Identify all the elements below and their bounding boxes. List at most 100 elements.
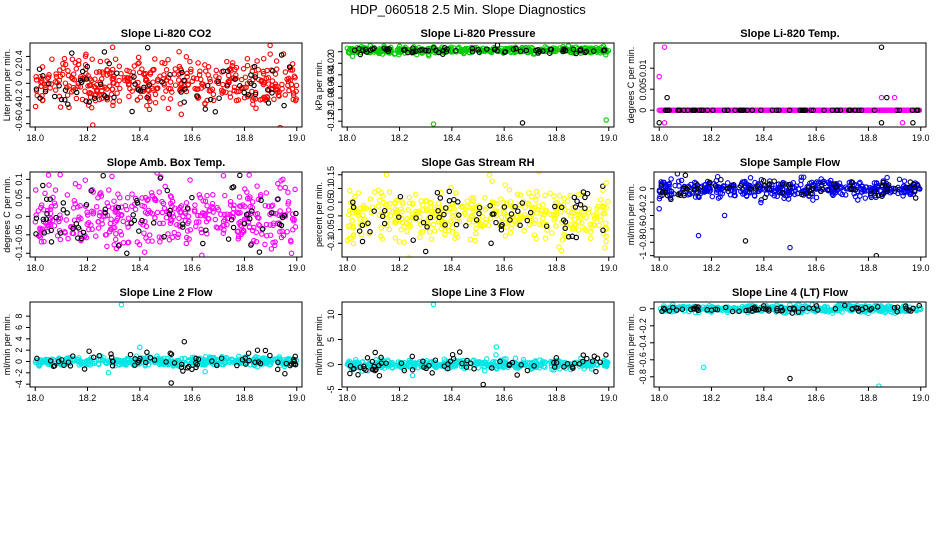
data-point [519,200,526,206]
data-point [378,225,384,231]
plot-frame [653,301,927,388]
data-point [515,208,521,214]
data-point [815,307,821,313]
data-point [490,203,496,209]
data-point [455,199,461,205]
data-point [401,367,408,374]
data-point [668,176,674,182]
data-point [721,107,728,113]
y-tick-label: -0.4 [638,335,648,351]
data-point [731,192,738,199]
x-tick-label: 18.2 [703,133,721,143]
data-point [462,211,468,217]
data-point [229,75,236,81]
data-point [771,178,777,184]
data-point [758,197,765,203]
data-point [691,186,698,193]
data-point [135,54,142,61]
data-point [97,191,103,197]
data-point [736,308,742,315]
data-point [242,74,249,80]
data-point [48,203,55,210]
data-point [146,106,153,113]
data-point [285,207,292,213]
data-point [219,87,225,94]
data-point [195,86,201,92]
panels: Slope Li-820 CO2 Liter ppm per min. 18.0 18… [2,28,930,403]
data-point [360,202,367,209]
data-point [38,83,44,90]
data-point [754,183,761,190]
data-point [132,206,139,213]
data-point [286,75,292,82]
data-point [125,239,131,246]
data-point [237,83,243,89]
x-tick-label: 18.8 [860,263,878,273]
data-point [192,85,198,92]
data-point [202,106,209,112]
data-point [241,89,247,96]
data-point [819,182,825,188]
data-point [547,46,554,53]
data-point [412,361,419,368]
data-point [288,81,295,88]
data-point [880,179,886,186]
data-point [352,193,358,200]
data-point [168,194,175,200]
data-point [207,96,214,103]
data-point [583,227,589,233]
data-point [374,48,381,54]
data-point [44,210,50,217]
data-point [109,76,116,82]
data-point [684,186,690,192]
y-tick-label: 0.05 [14,189,24,207]
data-point [392,200,398,207]
data-point [152,99,159,106]
data-point [413,215,419,221]
data-point [453,190,459,196]
data-point [552,206,559,212]
data-point [501,209,508,216]
data-point [172,82,179,88]
data-point [65,68,71,74]
x-tick-label: 18.0 [650,393,668,403]
data-point [52,187,59,193]
data-point [193,355,199,362]
data-point [369,366,376,373]
data-point [39,78,45,85]
data-point [156,189,162,195]
data-point [167,216,174,222]
data-point [262,347,269,354]
data-point [51,200,58,206]
data-point [596,222,602,229]
data-point [800,305,806,312]
data-point [134,200,141,206]
data-point [292,186,298,193]
plot-frame [341,171,615,258]
data-point [899,120,906,126]
data-point [430,121,437,127]
data-point [571,194,578,201]
x-tick-label: 18.6 [807,263,825,273]
data-point [786,305,793,312]
data-point [202,368,208,375]
data-point [227,211,233,218]
data-point [431,228,438,234]
data-point [665,107,671,113]
data-point [561,195,568,202]
data-point [376,362,382,369]
data-point [518,362,524,368]
data-point [58,96,65,103]
data-point [553,223,559,229]
data-point [892,186,899,192]
data-point [810,107,817,113]
data-point [75,61,82,68]
data-point [855,305,861,312]
data-point [56,83,62,89]
data-point [682,172,689,179]
x-tick-label: 18.8 [548,393,566,403]
data-point [551,364,558,370]
data-point [675,107,681,113]
data-point [165,231,171,237]
data-point [419,207,426,213]
